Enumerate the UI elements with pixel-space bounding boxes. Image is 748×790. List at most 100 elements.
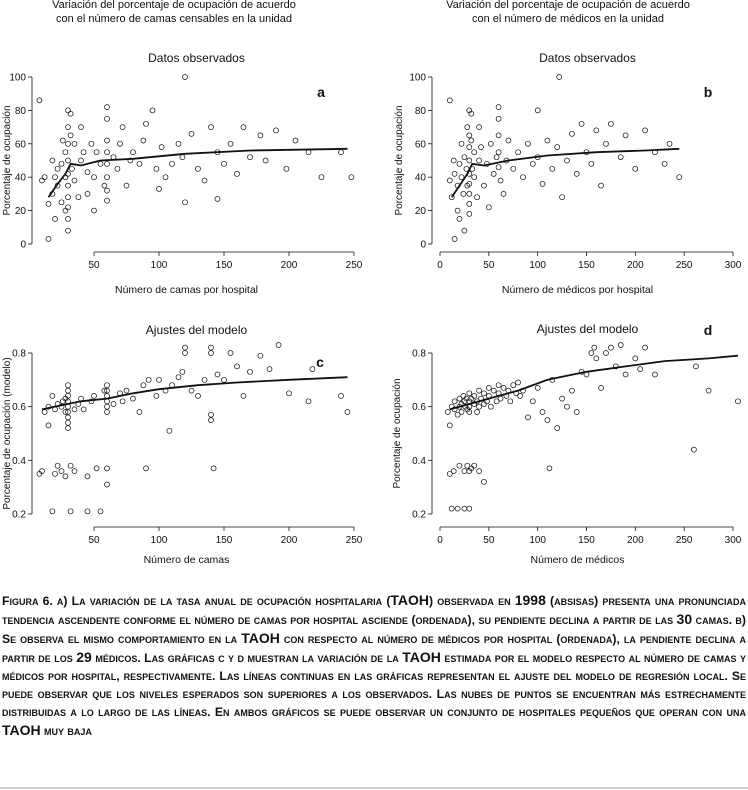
data-point (75, 194, 82, 201)
data-point (49, 393, 56, 399)
data-point (130, 395, 136, 402)
caption-segment: TAOH (241, 630, 280, 646)
data-point (65, 204, 71, 211)
data-point (71, 406, 78, 413)
data-point (549, 165, 556, 172)
caption-segment: TAOH (2, 722, 41, 738)
y-tick-label: 0.2 (412, 510, 426, 521)
data-point (67, 132, 74, 139)
data-point (65, 387, 71, 394)
data-point (612, 363, 619, 370)
data-point (495, 104, 502, 110)
data-point (617, 154, 624, 161)
data-point (71, 140, 78, 147)
x-tick-label: 150 (578, 535, 595, 546)
data-point (59, 137, 66, 144)
data-point (58, 199, 65, 206)
data-point (471, 462, 478, 469)
data-point (608, 120, 614, 127)
data-point (208, 344, 214, 351)
chart-title: Datos observados (148, 51, 245, 65)
bottom-divider (0, 787, 748, 789)
data-point (65, 382, 71, 389)
data-point (80, 406, 87, 413)
data-point (444, 409, 451, 415)
panel-label: c (316, 354, 324, 370)
data-point (474, 194, 480, 201)
data-point (234, 363, 240, 370)
data-point (65, 425, 71, 431)
data-point (497, 177, 504, 184)
data-point (446, 422, 453, 429)
data-point (104, 197, 110, 204)
data-point (458, 409, 465, 415)
data-point (446, 97, 453, 104)
data-point (67, 110, 74, 117)
data-point (446, 177, 453, 184)
data-point (490, 171, 497, 177)
data-point (338, 149, 344, 156)
data-point (476, 403, 482, 410)
data-point (666, 140, 673, 147)
data-point (182, 350, 188, 356)
data-point (338, 393, 344, 399)
data-point (58, 160, 65, 167)
chart-title: Ajustes del modelo (146, 323, 248, 337)
y-tick-label: 0.4 (12, 456, 26, 467)
y-tick-label: 80 (15, 106, 27, 117)
data-point (136, 409, 143, 415)
data-point (693, 363, 699, 370)
data-point (104, 382, 110, 389)
data-point (188, 387, 195, 394)
data-point (466, 211, 473, 217)
data-point (49, 508, 56, 515)
data-point (188, 130, 195, 137)
data-point (637, 366, 644, 372)
data-point (119, 398, 126, 405)
data-point (201, 177, 208, 184)
data-point (309, 366, 316, 372)
data-point (93, 465, 100, 472)
data-point (123, 182, 130, 189)
data-point (84, 191, 91, 197)
data-point (257, 132, 264, 139)
data-point (104, 403, 110, 410)
data-point (41, 174, 48, 181)
x-tick-label: 50 (483, 535, 495, 546)
data-point (45, 201, 52, 207)
data-point (344, 409, 351, 415)
data-point (559, 395, 565, 402)
chart-title: Ajustes del modelo (537, 322, 639, 336)
data-point (104, 481, 110, 488)
y-tick-label: 60 (15, 139, 27, 150)
data-point (127, 157, 134, 164)
caption-segment: estimada por el modelo respecto al númer… (2, 651, 746, 719)
data-point (556, 74, 563, 80)
data-point (500, 385, 507, 391)
data-point (262, 157, 269, 164)
data-point (691, 446, 697, 453)
panel-label: b (704, 84, 713, 100)
data-point (517, 393, 523, 399)
data-point (573, 409, 580, 415)
data-point (476, 387, 482, 394)
data-point (603, 350, 609, 356)
data-point (456, 395, 463, 402)
data-point (145, 376, 152, 383)
data-point (78, 157, 84, 164)
data-point (58, 468, 65, 474)
data-point (534, 107, 541, 114)
data-point (65, 194, 71, 201)
data-point (110, 401, 117, 407)
data-point (676, 174, 683, 181)
data-point (71, 468, 78, 474)
data-point (305, 149, 312, 156)
data-point (450, 468, 457, 474)
data-point (123, 387, 130, 394)
y-tick-label: 20 (15, 206, 27, 217)
data-point (451, 236, 458, 242)
data-point (140, 382, 147, 389)
data-point (510, 165, 517, 172)
data-point (460, 191, 467, 197)
y-tick-label: 100 (9, 73, 26, 84)
